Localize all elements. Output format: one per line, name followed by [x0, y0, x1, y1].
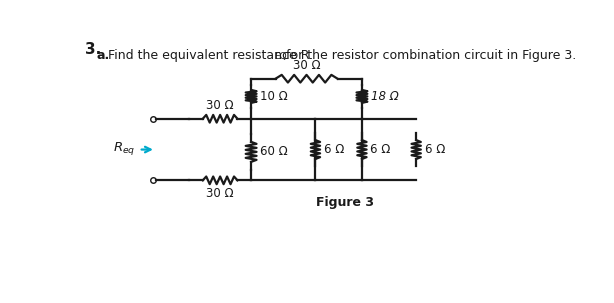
Text: 60 Ω: 60 Ω: [260, 145, 288, 158]
Text: Figure 3: Figure 3: [316, 196, 375, 209]
Text: EQ: EQ: [274, 52, 287, 61]
Text: 6 Ω: 6 Ω: [425, 143, 445, 156]
Text: Find the equivalent resistance R: Find the equivalent resistance R: [107, 49, 309, 62]
Text: $R_{eq}$: $R_{eq}$: [113, 140, 136, 157]
Text: 3.: 3.: [85, 42, 101, 57]
Text: 30 Ω: 30 Ω: [293, 59, 321, 72]
Text: 6 Ω: 6 Ω: [370, 143, 391, 156]
Text: for the resistor combination circuit in Figure 3.: for the resistor combination circuit in …: [282, 49, 577, 62]
Text: 30 Ω: 30 Ω: [206, 187, 234, 200]
Text: 30 Ω: 30 Ω: [206, 99, 234, 112]
Text: 10 Ω: 10 Ω: [260, 90, 288, 103]
Text: 18 Ω: 18 Ω: [371, 90, 399, 103]
Text: 6 Ω: 6 Ω: [324, 143, 344, 156]
Text: a.: a.: [96, 49, 109, 62]
